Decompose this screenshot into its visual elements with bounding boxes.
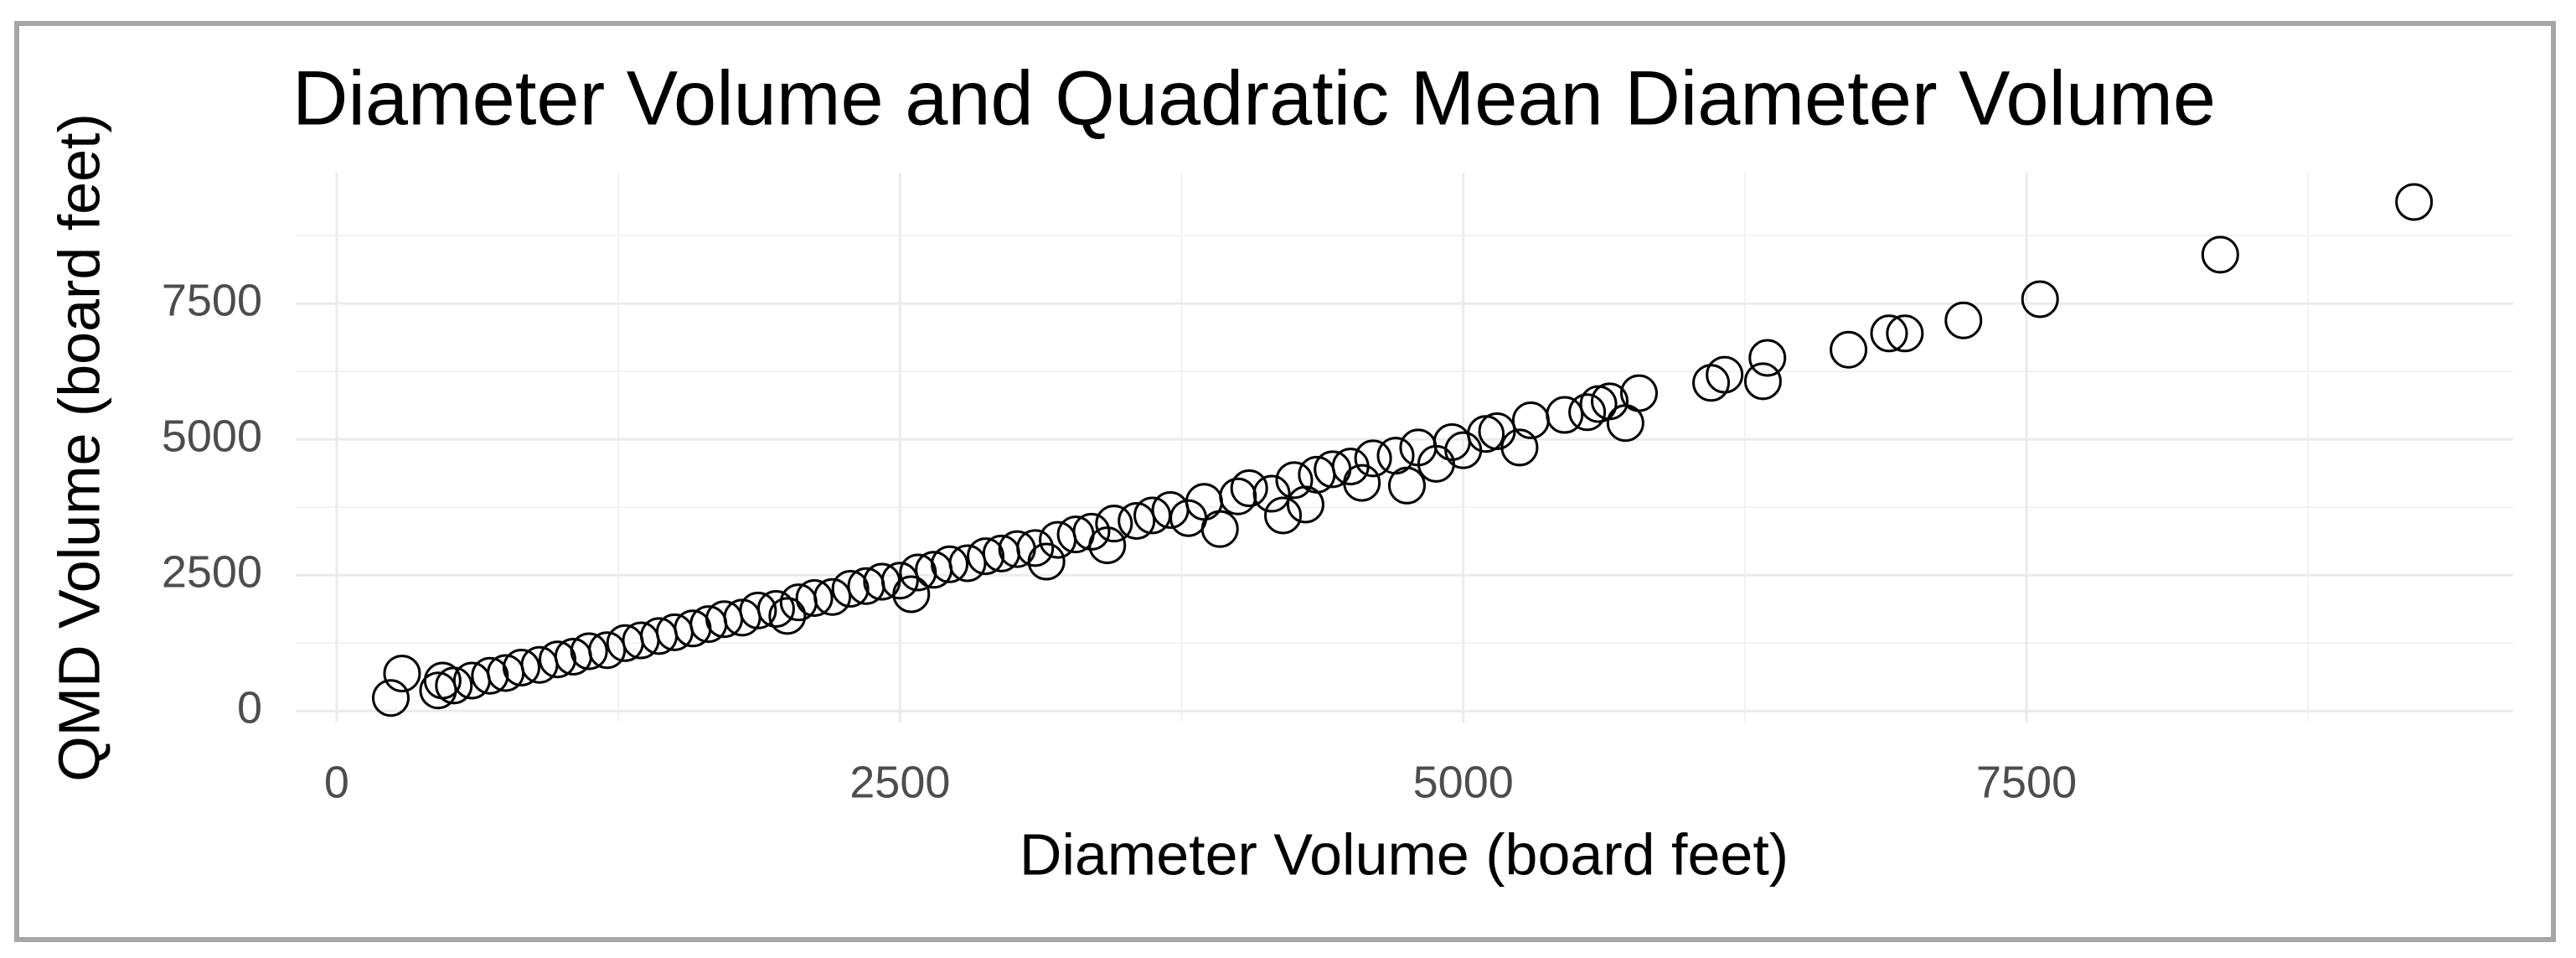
point bbox=[539, 640, 577, 679]
x-axis-title: Diameter Volume (board feet) bbox=[1020, 821, 1789, 887]
point bbox=[1264, 496, 1303, 535]
y-tick-label: 7500 bbox=[162, 275, 262, 325]
point bbox=[1500, 428, 1539, 467]
point bbox=[1072, 512, 1111, 551]
point bbox=[1354, 439, 1392, 478]
point bbox=[739, 591, 777, 629]
chart-title: Diameter Volume and Quadratic Mean Diame… bbox=[292, 55, 2216, 141]
point bbox=[1219, 477, 1257, 515]
point bbox=[383, 655, 421, 693]
point bbox=[2021, 280, 2059, 318]
point bbox=[1095, 505, 1133, 543]
point bbox=[1743, 362, 1782, 401]
point bbox=[1692, 364, 1731, 402]
point bbox=[1118, 501, 1156, 540]
point bbox=[1230, 469, 1268, 508]
point bbox=[1870, 314, 1908, 353]
x-tick-label: 2500 bbox=[849, 757, 950, 807]
point bbox=[1886, 314, 1924, 353]
point bbox=[1619, 374, 1658, 412]
point bbox=[1706, 355, 1744, 394]
point bbox=[756, 589, 795, 628]
point bbox=[795, 578, 834, 617]
point bbox=[1748, 339, 1787, 377]
point bbox=[967, 537, 1005, 576]
point bbox=[892, 575, 931, 614]
point bbox=[899, 553, 937, 592]
point bbox=[1016, 529, 1055, 567]
point bbox=[435, 666, 473, 705]
point bbox=[1568, 393, 1607, 432]
y-tick-label: 2500 bbox=[162, 547, 262, 598]
x-tick-label: 0 bbox=[324, 757, 349, 807]
point bbox=[1343, 463, 1381, 502]
point bbox=[1944, 301, 1983, 339]
point bbox=[2395, 183, 2434, 221]
point bbox=[831, 569, 870, 608]
y-tick-label: 0 bbox=[237, 683, 262, 733]
y-tick-label: 5000 bbox=[162, 411, 262, 461]
point bbox=[502, 648, 540, 686]
point bbox=[880, 562, 919, 600]
y-axis-title: QMD Volume (board feet) bbox=[46, 113, 111, 782]
point bbox=[1088, 526, 1127, 565]
point bbox=[1275, 461, 1314, 500]
point bbox=[768, 597, 807, 635]
point bbox=[1252, 474, 1291, 513]
point bbox=[1830, 330, 1868, 369]
point bbox=[2201, 236, 2239, 274]
frame bbox=[14, 21, 2556, 942]
point bbox=[1200, 510, 1239, 548]
x-tick-label: 5000 bbox=[1413, 757, 1514, 807]
point bbox=[1546, 396, 1584, 434]
point bbox=[930, 545, 968, 583]
point bbox=[471, 656, 509, 695]
point bbox=[1591, 382, 1629, 421]
point bbox=[588, 631, 627, 670]
point bbox=[371, 679, 410, 717]
point bbox=[1027, 542, 1066, 581]
point bbox=[1387, 466, 1426, 505]
point bbox=[948, 544, 987, 583]
point bbox=[570, 632, 608, 671]
point bbox=[419, 671, 457, 710]
point bbox=[813, 577, 852, 616]
x-tick-label: 7500 bbox=[1976, 757, 2077, 807]
